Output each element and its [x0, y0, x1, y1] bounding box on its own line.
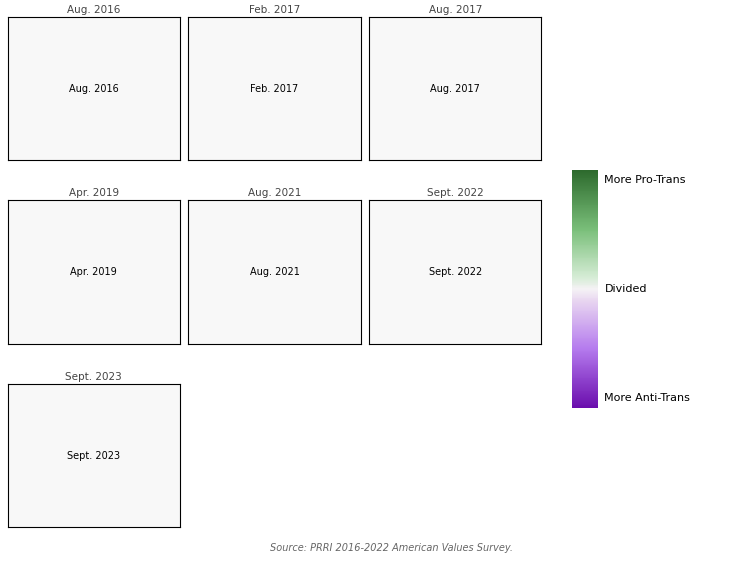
Title: Sept. 2022: Sept. 2022: [427, 188, 484, 198]
Title: Apr. 2019: Apr. 2019: [68, 188, 119, 198]
Title: Sept. 2023: Sept. 2023: [65, 372, 122, 382]
Text: Sept. 2022: Sept. 2022: [429, 267, 482, 277]
Text: Aug. 2017: Aug. 2017: [430, 84, 481, 94]
Text: Aug. 2021: Aug. 2021: [250, 267, 299, 277]
Text: Divided: Divided: [605, 284, 647, 294]
Title: Aug. 2016: Aug. 2016: [67, 5, 120, 15]
Title: Aug. 2021: Aug. 2021: [248, 188, 301, 198]
Text: More Anti-Trans: More Anti-Trans: [605, 393, 690, 404]
Title: Aug. 2017: Aug. 2017: [429, 5, 482, 15]
Text: Apr. 2019: Apr. 2019: [70, 267, 117, 277]
Text: Feb. 2017: Feb. 2017: [250, 84, 299, 94]
Text: More Pro-Trans: More Pro-Trans: [605, 175, 686, 185]
Text: Sept. 2023: Sept. 2023: [67, 451, 120, 460]
Text: Aug. 2016: Aug. 2016: [68, 84, 119, 94]
Title: Feb. 2017: Feb. 2017: [249, 5, 300, 15]
Text: Source: PRRI 2016-2022 American Values Survey.: Source: PRRI 2016-2022 American Values S…: [269, 543, 513, 553]
